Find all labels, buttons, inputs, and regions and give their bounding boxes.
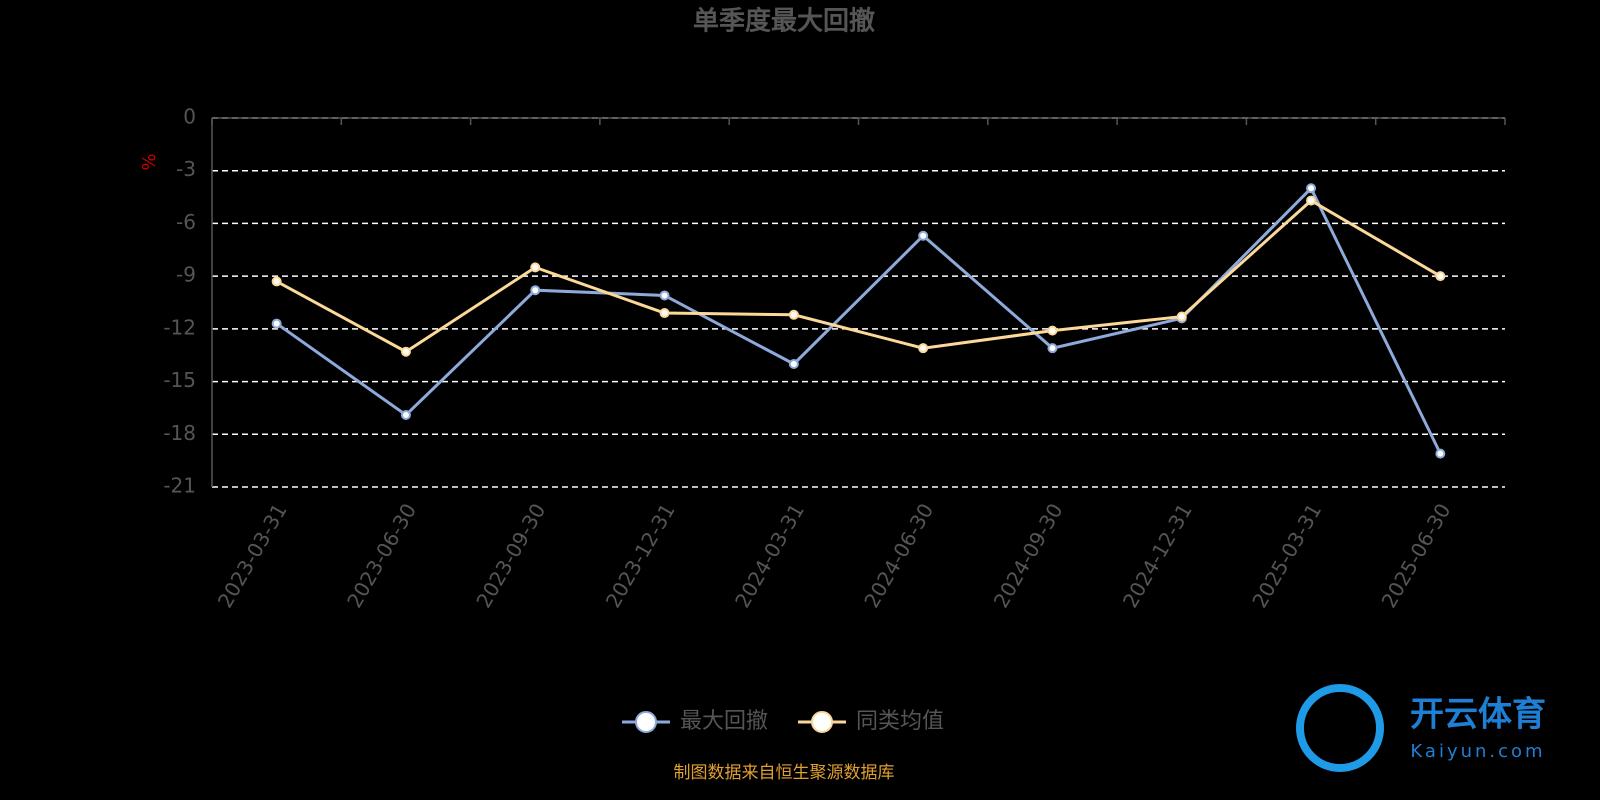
y-tick-label: -6 (176, 210, 196, 234)
legend-marker (635, 711, 657, 733)
data-point (1435, 271, 1446, 282)
watermark-brand: 开云体育 (1410, 695, 1546, 735)
data-point (1047, 343, 1058, 354)
chart-title: 单季度最大回撤 (693, 6, 875, 37)
data-point (788, 359, 799, 369)
data-point (1435, 448, 1446, 459)
data-point (1047, 325, 1058, 336)
watermark-logo (1296, 684, 1384, 772)
data-point (918, 230, 929, 241)
y-axis-label: % (139, 153, 160, 170)
y-tick-label: -15 (163, 368, 196, 392)
data-point (271, 276, 282, 287)
data-point (400, 409, 411, 420)
y-tick-label: -3 (176, 157, 196, 181)
data-point (918, 343, 929, 354)
y-tick-label: -21 (163, 474, 196, 498)
data-point (271, 318, 282, 329)
legend-label: 同类均值 (856, 709, 944, 734)
source-note: 制图数据来自恒生聚源数据库 (674, 763, 895, 783)
legend-label: 最大回撤 (680, 709, 768, 734)
data-point (788, 309, 799, 320)
y-tick-label: 0 (183, 105, 196, 129)
y-tick-label: -9 (176, 263, 196, 287)
y-tick-label: -12 (163, 315, 196, 339)
watermark-url: Kaiyun.com (1410, 741, 1545, 762)
data-point (659, 290, 670, 301)
data-point (1306, 183, 1317, 194)
data-point (1306, 195, 1317, 206)
series-line (275, 185, 1442, 455)
legend-marker (811, 711, 834, 733)
data-point (530, 285, 541, 296)
y-tick-label: -18 (163, 421, 196, 445)
data-point (659, 308, 670, 319)
series-line (275, 198, 1442, 354)
data-point (1176, 311, 1187, 322)
data-point (400, 346, 411, 357)
data-point (530, 262, 541, 273)
